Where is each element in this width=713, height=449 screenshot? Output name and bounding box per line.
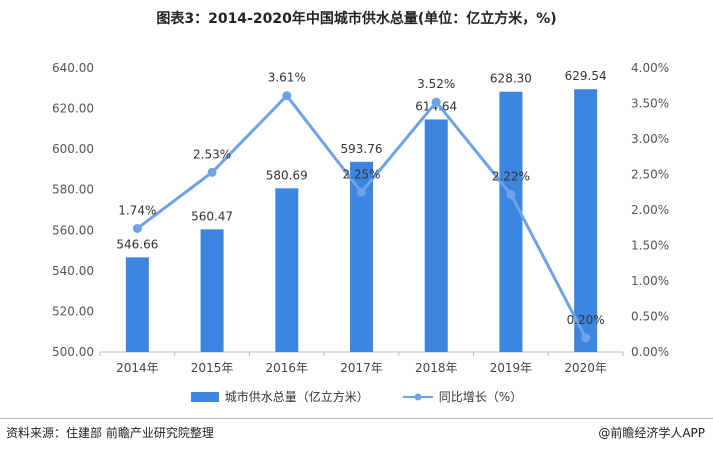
y-left-tick-label: 500.00 [52, 345, 94, 359]
x-tick-label: 2014年 [116, 361, 159, 375]
bar-value-label: 546.66 [116, 237, 158, 251]
x-tick-label: 2019年 [490, 361, 533, 375]
x-tick-label: 2020年 [564, 361, 607, 375]
chart-title: 图表3：2014-2020年中国城市供水总量(单位：亿立方米，%) [156, 11, 557, 27]
growth-value-label: 3.61% [268, 71, 306, 85]
bar [424, 119, 448, 352]
growth-point [132, 223, 142, 233]
legend-item-bar: 城市供水总量（亿立方米） [190, 388, 369, 405]
y-right-tick-label: 1.00% [631, 274, 669, 288]
growth-value-label: 0.20% [567, 313, 605, 327]
footer-divider [0, 418, 713, 419]
y-left-tick-label: 640.00 [52, 61, 94, 75]
bar [275, 188, 299, 352]
legend-label-line: 同比增长（%） [438, 390, 523, 404]
bar [574, 89, 598, 352]
x-tick-label: 2015年 [191, 361, 234, 375]
y-right-tick-label: 0.50% [631, 310, 669, 324]
x-tick-label: 2017年 [340, 361, 383, 375]
y-left-tick-label: 520.00 [52, 304, 94, 318]
growth-value-label: 2.53% [193, 147, 231, 161]
growth-value-label: 2.25% [342, 167, 380, 181]
bar-value-label: 628.30 [490, 72, 532, 86]
y-left-tick-label: 580.00 [52, 183, 94, 197]
bar [125, 257, 149, 352]
y-right-tick-label: 2.50% [631, 168, 669, 182]
y-right-tick-label: 3.50% [631, 97, 669, 111]
bar [350, 161, 373, 352]
growth-point [431, 97, 441, 107]
legend-item-line: 同比增长（%） [402, 388, 523, 405]
bar-value-label: 560.47 [191, 209, 233, 223]
bar [499, 91, 523, 352]
growth-value-label: 1.74% [118, 203, 156, 217]
y-right-tick-label: 0.00% [631, 345, 669, 359]
legend: 城市供水总量（亿立方米） 同比增长（%） [0, 388, 713, 405]
x-tick-label: 2016年 [266, 361, 309, 375]
bar-value-label: 593.76 [341, 142, 383, 156]
growth-point [506, 189, 516, 199]
legend-swatch-line [402, 393, 433, 400]
growth-value-label: 3.52% [417, 77, 455, 91]
y-right-tick-label: 3.00% [631, 132, 669, 146]
x-tick-label: 2018年 [415, 361, 458, 375]
bar [200, 229, 224, 352]
y-right-tick-label: 2.00% [631, 203, 669, 217]
growth-point [581, 333, 591, 343]
y-left-tick-label: 560.00 [52, 223, 94, 237]
legend-label-bar: 城市供水总量（亿立方米） [224, 390, 369, 404]
bar-value-label: 629.54 [565, 69, 607, 83]
footer-source: 资料来源：住建部 前瞻产业研究院整理 [6, 426, 214, 440]
growth-point [207, 167, 217, 177]
legend-swatch-bar [190, 391, 219, 402]
y-right-tick-label: 1.50% [631, 239, 669, 253]
growth-point [357, 187, 366, 197]
y-left-tick-label: 540.00 [52, 264, 94, 278]
footer-brand: @前瞻经济学人APP [598, 426, 705, 440]
growth-point [282, 91, 292, 101]
y-left-tick-label: 600.00 [52, 142, 94, 156]
growth-value-label: 2.22% [492, 169, 530, 183]
y-left-tick-label: 620.00 [52, 102, 94, 116]
y-right-tick-label: 4.00% [631, 61, 669, 75]
bar-value-label: 580.69 [266, 168, 308, 182]
